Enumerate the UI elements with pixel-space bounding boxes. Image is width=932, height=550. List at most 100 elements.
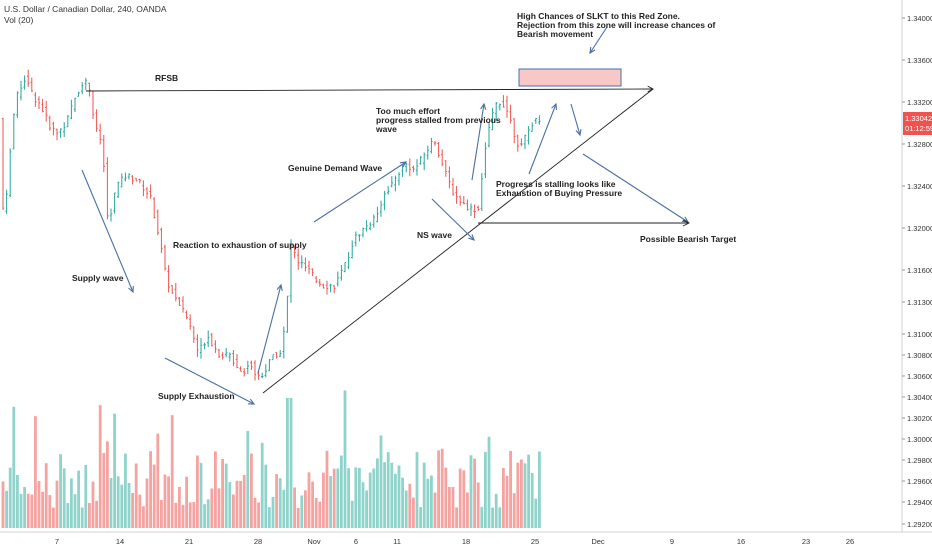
volume-bar — [232, 494, 235, 528]
time-tick-label: 9 — [670, 537, 674, 546]
volume-bar — [422, 462, 426, 528]
volume-bar — [408, 483, 412, 528]
time-tick-label: 28 — [254, 537, 262, 546]
volume-indicator-label[interactable]: Vol (20) — [4, 15, 34, 25]
volume-bar — [203, 504, 206, 528]
bar-countdown: 01:12:59 — [905, 124, 932, 133]
volume-bar — [350, 500, 354, 528]
volume-bar — [145, 478, 149, 528]
time-tick-label: 6 — [354, 537, 358, 546]
volume-bar — [368, 472, 372, 528]
annotation-arrowhead — [468, 234, 475, 241]
volume-bar — [170, 415, 174, 528]
volume-bar — [268, 507, 271, 528]
volume-bar — [224, 463, 228, 528]
volume-bar — [480, 506, 484, 528]
volume-bar — [527, 454, 530, 528]
price-tick-label: 1.29800 — [907, 456, 932, 465]
volume-bar — [318, 501, 322, 528]
time-tick-label: Dec — [591, 537, 605, 546]
volume-bar — [509, 450, 512, 528]
volume-bar — [37, 481, 41, 528]
price-tick-label: 1.30200 — [907, 414, 932, 423]
volume-bar — [296, 507, 300, 528]
volume-bar — [214, 451, 217, 528]
time-tick-label: 7 — [55, 537, 59, 546]
volume-bar — [73, 494, 77, 528]
time-tick-label: Nov — [307, 537, 321, 546]
volume-bar — [282, 489, 286, 528]
annotation-arrow — [313, 161, 407, 223]
volume-bar — [120, 484, 124, 528]
volume-bar — [199, 462, 203, 528]
volume-bar — [196, 455, 199, 528]
volume-bar — [484, 451, 487, 528]
volume-bar — [127, 483, 131, 528]
volume-bar — [516, 462, 520, 528]
volume-bar — [113, 413, 116, 528]
candlestick-series — [1, 69, 541, 381]
volume-bar — [88, 503, 91, 528]
current-price: 1.33042 — [905, 114, 932, 123]
volume-bar — [210, 488, 214, 528]
time-tick-label: 14 — [116, 537, 124, 546]
price-tick-label: 1.32800 — [907, 140, 932, 149]
price-tick-label: 1.31000 — [907, 330, 932, 339]
volume-bar — [361, 482, 365, 528]
volume-bar — [1, 481, 5, 528]
annotation-arrows — [81, 26, 691, 405]
volume-bar — [271, 497, 275, 528]
price-tick-label: 1.30600 — [907, 372, 932, 381]
price-tick-label: 1.29600 — [907, 477, 932, 486]
volume-bar — [498, 507, 502, 528]
volume-bar — [397, 465, 401, 528]
volume-bar — [307, 472, 311, 528]
volume-bar — [415, 452, 419, 528]
symbol-title[interactable]: U.S. Dollar / Canadian Dollar, 240, OAND… — [4, 4, 167, 14]
volume-bar — [386, 452, 390, 528]
volume-bar — [12, 406, 16, 528]
volume-bar — [84, 465, 88, 528]
price-tick-label: 1.33600 — [907, 56, 932, 65]
volume-bar — [156, 433, 160, 528]
volume-bar — [293, 487, 296, 528]
price-tick-label: 1.31600 — [907, 266, 932, 275]
volume-bar — [246, 431, 250, 528]
volume-bar — [66, 503, 70, 528]
volume-bar — [260, 442, 264, 528]
volume-bar — [250, 453, 253, 528]
annotation-arrow — [528, 103, 557, 175]
volume-bar — [325, 450, 329, 528]
volume-bar — [91, 481, 95, 528]
volume-bar — [23, 487, 26, 528]
time-axis-ticks: 7 14 21 28 Nov 6 11 18 25 Dec 9 16 23 26 — [55, 537, 854, 546]
volume-bar — [8, 467, 12, 528]
volume-bar — [70, 478, 73, 528]
volume-bar — [379, 435, 383, 528]
volume-bar — [538, 451, 541, 528]
volume-bar — [473, 458, 476, 528]
red-zone — [518, 68, 622, 87]
volume-bar — [275, 474, 278, 528]
volume-bar — [390, 462, 394, 528]
volume-bar — [59, 454, 62, 528]
ascending-trendline — [262, 88, 654, 394]
rfsb-label: RFSB — [155, 73, 178, 83]
volume-bar — [372, 468, 376, 528]
reaction-label: Reaction to exhaustion of supply — [173, 240, 307, 250]
annotation-arrowhead — [589, 46, 596, 55]
annotation-lines — [85, 88, 689, 394]
annotation-arrowhead — [276, 283, 283, 292]
rfsb-arrowhead — [647, 85, 654, 93]
annotation-arrowhead — [128, 285, 134, 294]
time-tick-label: 26 — [846, 537, 854, 546]
volume-bar — [440, 448, 444, 528]
price-tick-label: 1.30000 — [907, 435, 932, 444]
volume-bar — [476, 482, 480, 528]
volume-bar — [494, 493, 498, 528]
volume-bar — [174, 502, 178, 528]
volume-bar — [448, 487, 451, 528]
target-arrowhead — [682, 219, 691, 227]
volume-bar — [322, 472, 325, 528]
volume-bar — [332, 468, 336, 528]
